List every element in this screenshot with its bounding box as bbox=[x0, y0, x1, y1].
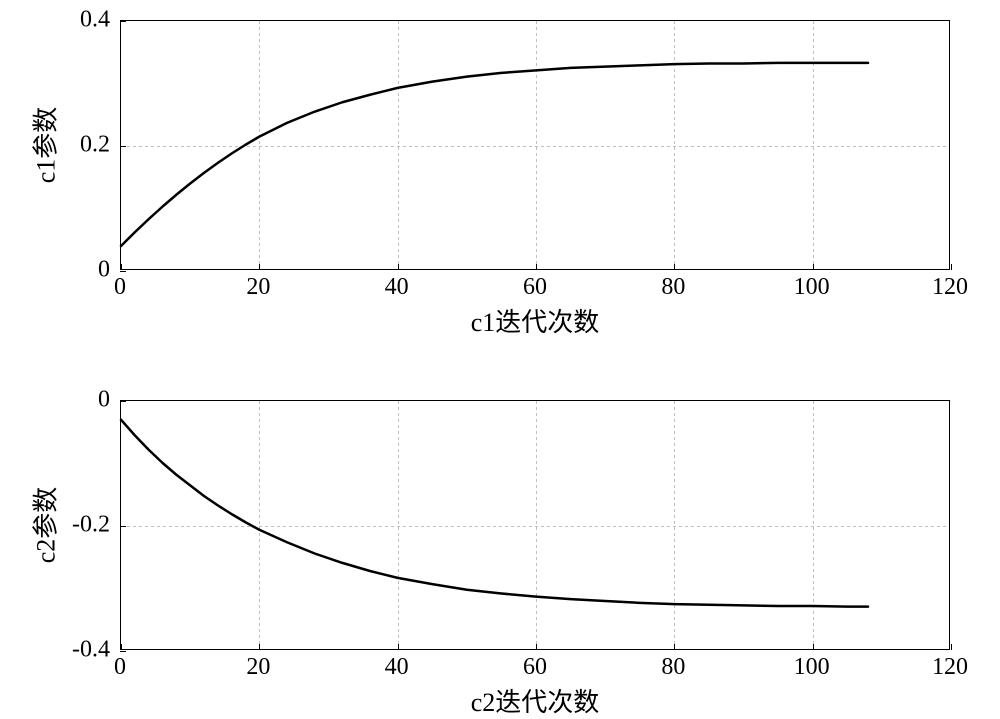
xtick-label: 120 bbox=[932, 274, 968, 301]
xtick-label: 0 bbox=[114, 654, 126, 681]
ylabel-bottom: c2参数 bbox=[26, 487, 63, 564]
ytick-label: 0 bbox=[98, 257, 110, 284]
series-c1 bbox=[121, 21, 951, 271]
xtick-label: 20 bbox=[246, 654, 270, 681]
ytick-label: 0 bbox=[98, 387, 110, 414]
ytick-label: 0.2 bbox=[80, 132, 110, 159]
plot-area-bottom bbox=[120, 400, 950, 650]
tick-x bbox=[951, 644, 952, 650]
xtick-label: 80 bbox=[661, 654, 685, 681]
figure-root: 0 20 40 60 80 100 120 0 0.2 0.4 c1迭代次数 c1参数 0 20 40 60 8… bbox=[0, 0, 1000, 692]
xtick-label: 100 bbox=[794, 274, 830, 301]
plot-area-top bbox=[120, 20, 950, 270]
tick-y bbox=[120, 651, 126, 652]
xtick-label: 40 bbox=[385, 274, 409, 301]
series-c2 bbox=[121, 401, 951, 651]
xtick-label: 100 bbox=[794, 654, 830, 681]
xtick-label: 60 bbox=[523, 274, 547, 301]
xtick-label: 0 bbox=[114, 274, 126, 301]
tick-x bbox=[951, 264, 952, 270]
ytick-label: -0.4 bbox=[72, 637, 110, 664]
tick-y bbox=[120, 271, 126, 272]
xlabel-top: c1迭代次数 bbox=[471, 302, 600, 339]
xtick-label: 60 bbox=[523, 654, 547, 681]
ytick-label: -0.2 bbox=[72, 512, 110, 539]
xtick-label: 40 bbox=[385, 654, 409, 681]
ytick-label: 0.4 bbox=[80, 7, 110, 34]
xlabel-bottom: c2迭代次数 bbox=[471, 682, 600, 719]
ylabel-top: c1参数 bbox=[26, 107, 63, 184]
xtick-label: 80 bbox=[661, 274, 685, 301]
xtick-label: 120 bbox=[932, 654, 968, 681]
xtick-label: 20 bbox=[246, 274, 270, 301]
